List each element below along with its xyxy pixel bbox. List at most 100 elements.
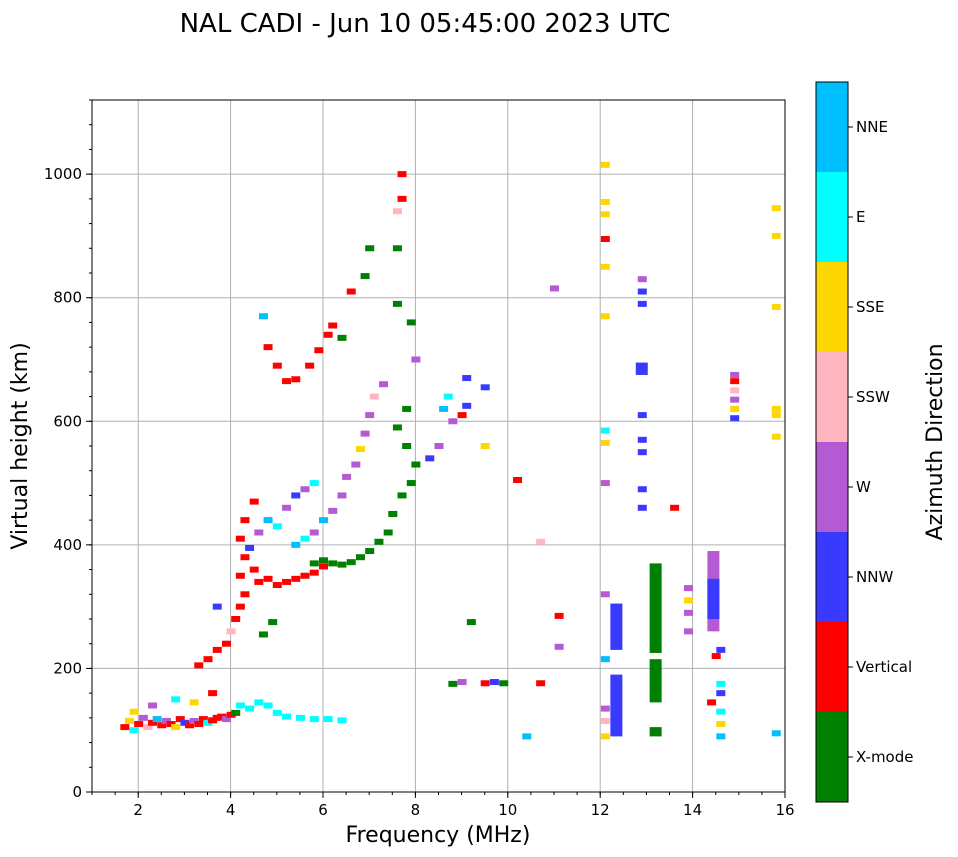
echo-point <box>346 288 356 295</box>
echo-point <box>392 424 402 431</box>
echo-point <box>309 716 319 723</box>
echo-point <box>513 476 523 483</box>
colorbar-label: Azimuth Direction <box>923 343 948 540</box>
echo-point <box>379 381 389 388</box>
echo-point <box>600 313 610 320</box>
echo-point <box>771 232 781 239</box>
echo-point <box>263 575 273 582</box>
echo-point <box>235 535 245 542</box>
echo-point <box>337 492 347 499</box>
chart-title: NAL CADI - Jun 10 05:45:00 2023 UTC <box>180 9 671 39</box>
echo-point <box>120 724 130 731</box>
echo-point <box>392 300 402 307</box>
echo-point <box>466 619 476 626</box>
echo-point <box>411 356 421 363</box>
echo-point <box>600 480 610 487</box>
colorbar-tick-label: NNE <box>856 118 888 136</box>
echo-point <box>221 716 231 723</box>
echo-point <box>194 662 204 669</box>
echo-point <box>439 405 449 412</box>
y-tick-label: 400 <box>53 536 82 554</box>
echo-point <box>314 347 324 354</box>
echo-point <box>374 538 384 545</box>
colorbar-tick-label: X-mode <box>856 748 913 766</box>
x-axis-label: Frequency (MHz) <box>346 823 531 848</box>
echo-point <box>730 387 740 394</box>
echo-point <box>194 721 204 728</box>
x-tick-label: 10 <box>498 801 517 819</box>
echo-point <box>272 362 282 369</box>
echo-point <box>212 714 222 721</box>
echo-point <box>189 717 199 724</box>
echo-point <box>319 563 328 570</box>
colorbar-tick-label: E <box>856 208 865 226</box>
x-tick-label: 8 <box>411 801 421 819</box>
echo-point <box>457 412 467 419</box>
echo-band <box>649 659 662 703</box>
echo-point <box>462 375 472 382</box>
echo-point <box>171 724 181 731</box>
echo-point <box>129 727 139 734</box>
echo-point <box>212 603 222 610</box>
echo-point <box>670 504 680 511</box>
echo-point <box>351 461 361 468</box>
echo-point <box>282 578 292 585</box>
echo-point <box>536 680 546 687</box>
echo-point <box>254 699 264 706</box>
echo-point <box>309 529 319 536</box>
echo-point <box>143 724 153 731</box>
echo-point <box>443 393 453 400</box>
echo-point <box>282 713 292 720</box>
echo-point <box>448 680 458 687</box>
echo-point <box>480 384 490 391</box>
echo-band <box>610 603 623 650</box>
echo-point <box>328 507 338 514</box>
echo-point <box>319 517 328 524</box>
colorbar-swatch <box>816 532 848 622</box>
echo-band <box>610 674 623 737</box>
echo-point <box>152 716 162 723</box>
echo-point <box>175 716 185 723</box>
echo-point <box>258 313 268 320</box>
x-tick-label: 6 <box>318 801 328 819</box>
echo-point <box>637 368 647 375</box>
echo-point <box>221 640 231 647</box>
echo-point <box>365 245 375 252</box>
plot-area: 2 4 6 8 10 12 14 16 0 200 400 600 800 1000 <box>44 99 795 819</box>
echo-point <box>683 585 693 592</box>
echo-point <box>707 699 717 706</box>
echo-point <box>600 656 610 663</box>
echo-point <box>771 433 781 440</box>
echo-point <box>600 161 610 168</box>
echo-point <box>240 591 250 598</box>
echo-point <box>355 554 365 561</box>
echo-point <box>637 436 647 443</box>
echo-point <box>462 402 472 409</box>
echo-point <box>637 504 647 511</box>
echo-point <box>235 603 245 610</box>
colorbar-swatch <box>816 622 848 712</box>
echo-point <box>282 378 292 385</box>
echo-point <box>397 195 407 202</box>
colorbar-tick-label: Vertical <box>856 658 912 676</box>
echo-point <box>300 572 310 579</box>
echo-point <box>771 412 781 419</box>
echo-point <box>397 171 407 178</box>
echo-point <box>166 721 176 728</box>
echo-point <box>291 492 301 499</box>
colorbar-swatch <box>816 262 848 352</box>
echo-point <box>203 656 213 663</box>
echo-point <box>245 705 255 712</box>
colorbar-tick-label: SSW <box>856 388 890 406</box>
colorbar-swatch <box>816 82 848 172</box>
echo-point <box>716 733 726 740</box>
echo-point <box>771 303 781 310</box>
echo-point <box>600 198 610 205</box>
echo-point <box>240 554 250 561</box>
echo-point <box>600 733 610 740</box>
x-tick-label: 2 <box>133 801 143 819</box>
echo-point <box>300 486 310 493</box>
echo-point <box>134 721 144 728</box>
echo-point <box>637 300 647 307</box>
echo-point <box>291 575 301 582</box>
